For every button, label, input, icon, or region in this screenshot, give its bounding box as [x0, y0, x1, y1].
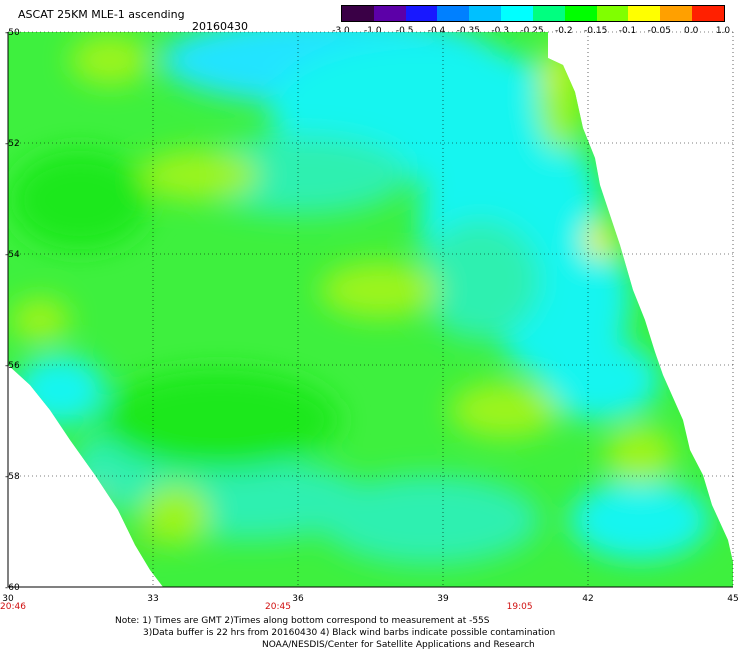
- wind-field-patch: [10, 150, 150, 250]
- longitude-label: 33: [147, 594, 158, 604]
- wind-field-patch: [100, 370, 340, 470]
- wind-field-patch: [320, 475, 540, 565]
- colorbar-label: -0.25: [520, 26, 544, 36]
- colorbar-label: -0.3: [491, 26, 509, 36]
- latitude-label: -50: [5, 28, 20, 38]
- wind-field-patch: [137, 540, 145, 550]
- latitude-label: -54: [5, 250, 20, 260]
- longitude-label: 45: [727, 594, 738, 604]
- colorbar-swatch: [342, 6, 374, 21]
- color-scale-labels: -3.0 -1.0 -0.5 -0.4 -0.35 -0.3 -0.25 -0.2 -0.15-…: [330, 26, 734, 38]
- note-line-2: 3)Data buffer is 22 hrs from 20160430 4)…: [143, 628, 556, 638]
- colorbar-label: -0.35: [456, 26, 480, 36]
- colorbar-swatch: [469, 6, 502, 21]
- latitude-label: -56: [5, 361, 20, 371]
- wind-field-patch: [10, 298, 70, 342]
- data-swath: [8, 32, 733, 587]
- latitude-label: -58: [5, 472, 20, 482]
- colorbar-label: 1.0: [715, 26, 731, 36]
- wind-field-patch: [585, 222, 615, 258]
- wind-field-patch: [570, 480, 710, 560]
- measurement-time-label: 19:05: [507, 602, 533, 612]
- measurement-time-label: 20:45: [265, 602, 291, 612]
- colorbar-swatch: [596, 6, 629, 21]
- wind-field-patch: [450, 382, 560, 438]
- wind-field-patch: [15, 355, 105, 425]
- latitude-label: -60: [5, 583, 20, 593]
- colorbar-swatch: [532, 6, 565, 21]
- product-title: ASCAT 25KM MLE-1 ascending: [18, 8, 185, 21]
- longitude-label: 39: [437, 594, 449, 604]
- colorbar-label: 0.0: [683, 26, 699, 36]
- colorbar-swatch: [564, 6, 597, 21]
- colorbar-label: -0.05: [647, 26, 671, 36]
- wind-field-patch: [70, 35, 150, 85]
- colorbar-label: -0.4: [427, 26, 446, 36]
- colorbar-label: -1.0: [364, 26, 382, 36]
- wind-field-patch: [140, 485, 210, 545]
- colorbar-swatch: [501, 6, 533, 21]
- longitude-label: 30: [2, 594, 14, 604]
- color-scale-bar: [341, 5, 725, 22]
- wind-field-patch: [547, 65, 563, 85]
- colorbar-swatch: [628, 6, 661, 21]
- wind-field-patch: [190, 135, 410, 215]
- colorbar-label: -0.15: [584, 26, 608, 36]
- wind-field-patch: [140, 150, 260, 200]
- latitude-label: -52: [5, 139, 20, 149]
- wind-field-patch: [96, 488, 104, 498]
- wind-field-patch: [420, 220, 540, 340]
- colorbar-swatch: [660, 6, 693, 21]
- colorbar-label: -3.0: [332, 26, 350, 36]
- colorbar-swatch: [692, 6, 724, 21]
- colorbar-swatch: [373, 6, 406, 21]
- colorbar-label: -0.2: [555, 26, 573, 36]
- measurement-time-label: 20:46: [0, 602, 26, 612]
- longitude-label: 42: [582, 594, 593, 604]
- note-line-3: NOAA/NESDIS/Center for Satellite Applica…: [262, 640, 535, 650]
- longitude-label: 36: [292, 594, 304, 604]
- wind-field-patch: [320, 262, 440, 318]
- colorbar-swatch: [405, 6, 438, 21]
- colorbar-label: -0.1: [618, 26, 637, 36]
- colorbar-swatch: [437, 6, 470, 21]
- product-date: 20160430: [192, 20, 248, 33]
- wind-field-patch: [540, 340, 660, 420]
- colorbar-label: -0.5: [395, 26, 414, 36]
- wind-field-patch: [605, 425, 675, 485]
- note-line-1: Note: 1) Times are GMT 2)Times along bot…: [115, 616, 490, 626]
- wind-field-patch: [538, 40, 582, 150]
